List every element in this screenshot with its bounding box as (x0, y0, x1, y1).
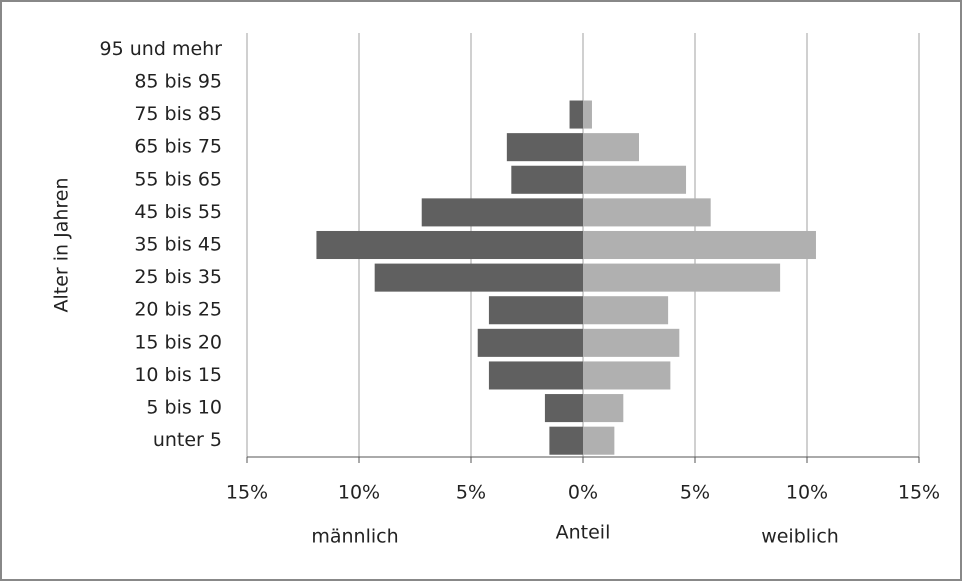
left-label: männlich (311, 526, 398, 548)
y-tick-label: 25 bis 35 (134, 266, 222, 288)
x-tick-label: 0% (568, 482, 598, 504)
bar (569, 100, 583, 129)
bar (544, 394, 583, 423)
x-axis-label: Anteil (556, 522, 611, 544)
bar (511, 165, 583, 194)
y-tick-label: 55 bis 65 (134, 168, 222, 190)
y-tick-label: 65 bis 75 (134, 136, 222, 158)
x-tick-label: 5% (456, 482, 486, 504)
y-tick-label: 20 bis 25 (134, 299, 222, 321)
bar (583, 263, 781, 292)
y-tick-label: 45 bis 55 (134, 201, 222, 223)
x-tick-label: 15% (226, 482, 268, 504)
bar (488, 296, 583, 325)
y-axis-label: Alter in Jahren (51, 177, 73, 312)
bar (316, 230, 583, 260)
bar (549, 426, 583, 455)
bar (583, 426, 615, 455)
y-tick-label: 95 und mehr (100, 38, 223, 60)
bar (583, 328, 680, 357)
bar (421, 198, 583, 227)
x-tick-label: 15% (898, 482, 940, 504)
bar (374, 263, 583, 292)
y-tick-label: 10 bis 15 (134, 364, 222, 386)
bar (583, 100, 592, 129)
bar (583, 394, 624, 423)
bar (506, 133, 583, 162)
y-tick-label: unter 5 (153, 429, 222, 451)
bar (583, 361, 671, 390)
x-tick-label: 5% (680, 482, 710, 504)
bar (583, 296, 669, 325)
right-label: weiblich (761, 526, 839, 548)
x-tick-label: 10% (338, 482, 380, 504)
y-tick-label: 5 bis 10 (146, 397, 222, 419)
bar (477, 328, 583, 357)
x-tick-label: 10% (786, 482, 828, 504)
y-tick-label: 35 bis 45 (134, 234, 222, 256)
bar (583, 133, 639, 162)
y-tick-label: 15 bis 20 (134, 331, 222, 353)
bar (583, 198, 711, 227)
bar (583, 230, 816, 260)
y-tick-label: 85 bis 95 (134, 70, 222, 92)
y-tick-label: 75 bis 85 (134, 103, 222, 125)
bar (488, 361, 583, 390)
bar (583, 165, 687, 194)
